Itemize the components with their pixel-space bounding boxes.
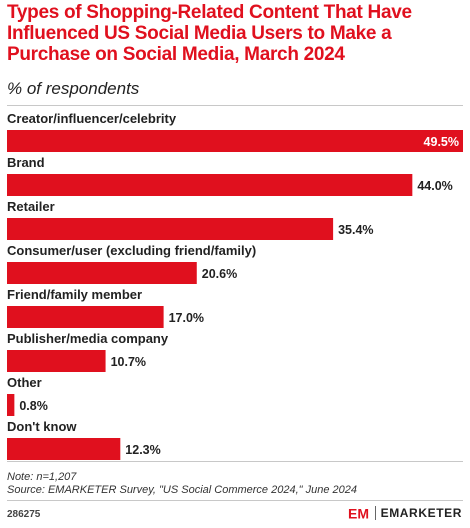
note-text: Note: n=1,207 [7,471,77,483]
category-label: Don't know [7,419,77,434]
bar [7,174,413,196]
source-text: Source: EMARKETER Survey, "US Social Com… [7,483,357,496]
category-label: Consumer/user (excluding friend/family) [7,243,256,258]
category-label: Brand [7,155,45,170]
value-label: 0.8% [19,399,48,413]
value-label: 17.0% [169,311,204,325]
value-label: 44.0% [417,179,452,193]
bar [7,218,334,240]
bar-chart: Creator/influencer/celebrity 49.5% Brand 44… [7,111,463,460]
bar [7,262,197,284]
em-logo-mark: EM [348,506,369,520]
value-label: 35.4% [338,223,373,237]
value-label: 10.7% [111,355,146,369]
brand-name: EMARKETER [380,506,462,520]
em-logo-icon: EM [348,506,369,520]
footnote: Note: n=1,207 Source: EMARKETER Survey, … [7,471,357,496]
category-label: Other [7,375,42,390]
value-label: 20.6% [202,267,237,281]
bar [7,394,15,416]
emarketer-logo: EM EMARKETER [348,504,462,522]
chart-title: Types of Shopping-Related Content That H… [7,2,412,65]
footer-divider [7,500,463,501]
value-label: 49.5% [424,135,459,149]
bar [7,350,106,372]
category-label: Retailer [7,199,55,214]
bar [7,438,121,460]
logo-divider [374,506,376,520]
chart-id: 286275 [7,509,41,520]
category-label: Creator/influencer/celebrity [7,111,177,126]
value-label: 12.3% [125,443,160,457]
top-divider [7,105,463,106]
category-label: Friend/family member [7,287,142,302]
chart-subtitle: % of respondents [7,79,140,98]
bottom-divider [7,461,463,462]
category-label: Publisher/media company [7,331,169,346]
bar [7,306,164,328]
bar [7,130,463,152]
